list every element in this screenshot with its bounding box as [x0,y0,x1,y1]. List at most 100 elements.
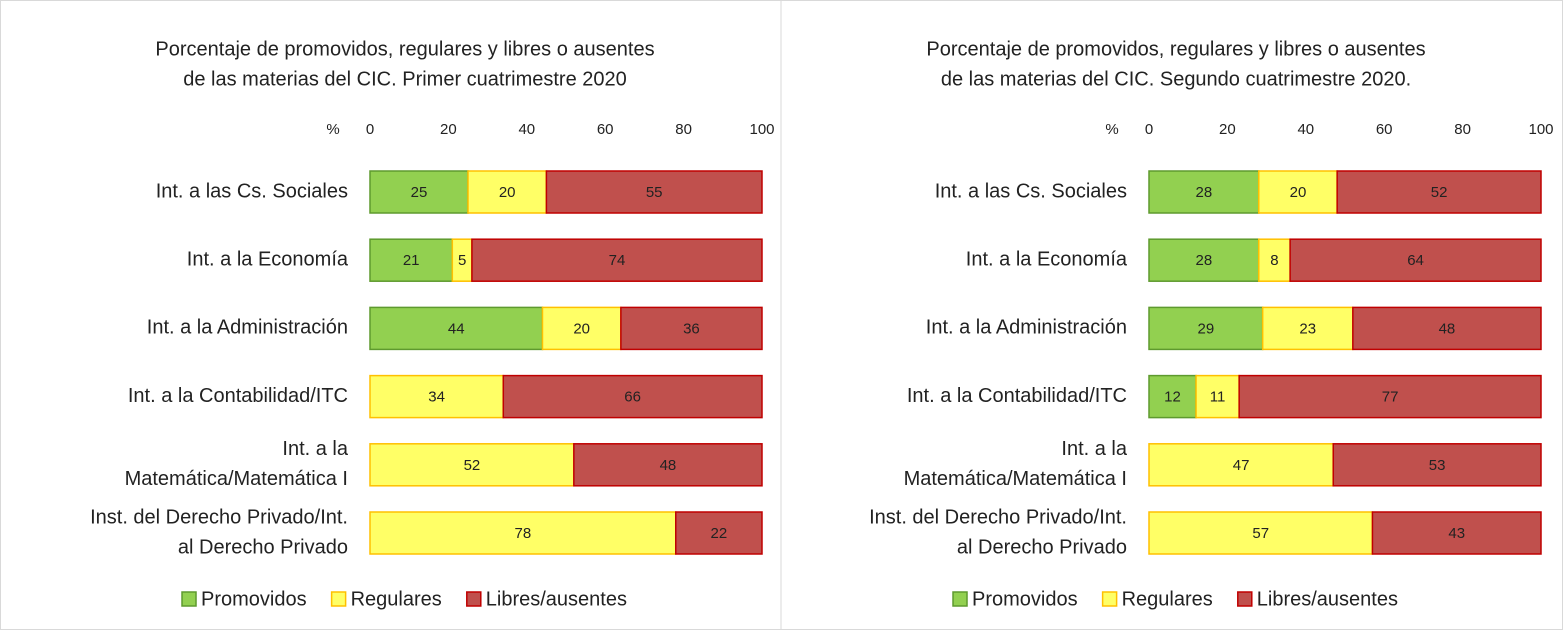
x-tick-label: 60 [1376,121,1393,138]
legend-label: Regulares [351,588,442,610]
legend-label: Promovidos [201,588,307,610]
legend-label: Libres/ausentes [486,588,627,610]
value-label: 78 [515,525,532,542]
legend-label: Promovidos [972,588,1078,610]
value-label: 43 [1448,525,1465,542]
value-label: 48 [1439,320,1456,337]
value-label: 29 [1197,320,1214,337]
category-label: Matemática/Matemática I [125,468,348,490]
bar-segment [1148,374,1197,419]
value-label: 11 [1210,389,1226,406]
chart-title: de las materias del CIC. Segundo cuatrim… [941,68,1411,90]
value-label: 21 [403,252,420,269]
value-label: 8 [1270,252,1278,269]
bar-segment [502,374,763,419]
bar-segment [573,443,763,487]
x-tick-label: 100 [1528,121,1553,138]
value-label: 34 [428,389,445,406]
value-label: 74 [609,252,626,269]
value-label: 20 [499,184,516,201]
bar-segment [1352,306,1542,351]
bar-segment [620,306,763,351]
bar-segment [545,170,763,214]
axis-label: % [1105,121,1118,138]
value-label: 52 [1431,184,1448,201]
x-tick-label: 80 [675,121,692,138]
value-label: 20 [1290,184,1307,201]
legend-swatch [330,591,347,607]
bar-segment [675,511,763,555]
category-label: Int. a la Contabilidad/ITC [907,385,1127,407]
x-tick-label: 80 [1454,121,1471,138]
legend-swatch [181,591,197,607]
bar-segment [369,511,677,555]
axis-label: % [326,121,339,138]
bar-segment [369,374,505,419]
value-label: 22 [711,525,728,542]
x-tick-label: 0 [1145,121,1153,138]
value-label: 20 [573,320,590,337]
category-label: Int. a la Contabilidad/ITC [128,385,348,407]
x-tick-label: 100 [749,121,774,138]
category-label: Inst. del Derecho Privado/Int. [90,506,348,528]
category-label: Int. a la [1061,438,1127,460]
category-label: Matemática/Matemática I [904,468,1127,490]
bar-segment [1148,238,1260,282]
category-label: al Derecho Privado [957,536,1127,558]
category-label: Int. a la Economía [966,248,1128,270]
value-label: 23 [1299,320,1316,337]
value-label: 44 [448,320,465,337]
value-label: 55 [646,184,663,201]
legend-swatch [952,591,968,607]
value-label: 12 [1164,389,1181,406]
legend-swatch [466,591,482,607]
chart-title: de las materias del CIC. Primer cuatrime… [183,68,627,90]
bar-segment [1332,443,1542,487]
bar-segment [467,170,548,214]
x-tick-label: 20 [1219,121,1236,138]
value-label: 64 [1407,252,1424,269]
x-tick-label: 20 [440,121,457,138]
category-label: Int. a las Cs. Sociales [156,180,348,202]
bar-segment [1289,238,1542,282]
x-tick-label: 60 [597,121,614,138]
value-label: 53 [1429,457,1446,474]
legend-label: Regulares [1122,588,1213,610]
chart-title: Porcentaje de promovidos, regulares y li… [155,38,654,60]
value-label: 66 [624,389,641,406]
legend-label: Libres/ausentes [1257,588,1398,610]
category-label: Inst. del Derecho Privado/Int. [869,506,1127,528]
bar-segment [1371,511,1542,555]
bar-segment [1148,511,1374,555]
category-label: Int. a las Cs. Sociales [935,180,1127,202]
bar-segment [1148,306,1264,351]
value-label: 48 [660,457,677,474]
value-label: 28 [1196,184,1213,201]
category-label: Int. a la Administración [926,317,1127,339]
value-label: 36 [683,320,700,337]
value-label: 28 [1196,252,1213,269]
bar-segment [1238,374,1542,419]
chart-title: Porcentaje de promovidos, regulares y li… [926,38,1425,60]
bar-segment [1336,170,1542,214]
value-label: 52 [464,457,481,474]
legend-swatch [1237,591,1253,607]
category-label: al Derecho Privado [178,536,348,558]
bar-segment [369,443,575,487]
category-label: Int. a la Administración [147,317,348,339]
value-label: 57 [1252,525,1269,542]
legend-swatch [1101,591,1118,607]
value-label: 5 [458,252,466,269]
x-tick-label: 40 [518,121,535,138]
x-tick-label: 0 [366,121,374,138]
value-label: 47 [1233,457,1250,474]
value-label: 77 [1382,389,1399,406]
x-tick-label: 40 [1297,121,1314,138]
bar-segment [471,238,763,282]
category-label: Int. a la Economía [187,248,349,270]
value-label: 25 [411,184,428,201]
category-label: Int. a la [282,438,348,460]
bar-segment [1148,443,1334,487]
bar-segment [369,170,469,214]
